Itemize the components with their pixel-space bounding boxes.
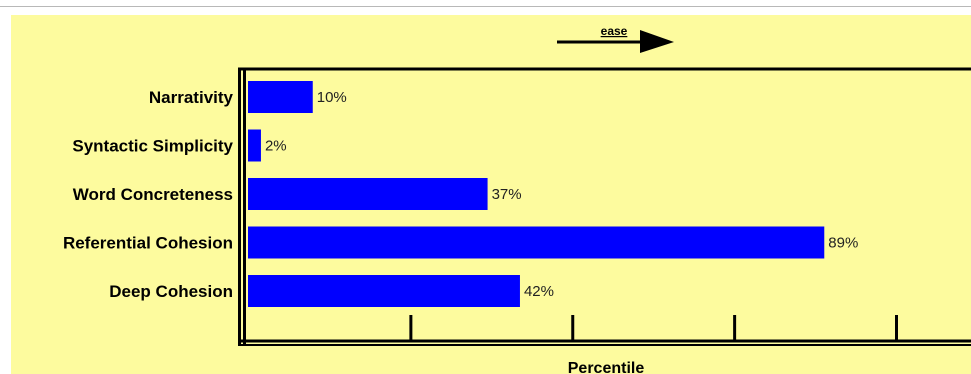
category-label-referential-cohesion: Referential Cohesion [63, 234, 233, 253]
bar-narrativity [248, 81, 313, 113]
value-label-syntactic-simplicity: 2% [265, 138, 287, 155]
category-label-narrativity: Narrativity [149, 88, 234, 107]
ease-arrow-icon [640, 30, 674, 53]
ease-label: ease [601, 24, 628, 38]
chart-panel [11, 15, 971, 374]
category-label-deep-cohesion: Deep Cohesion [109, 282, 233, 301]
category-label-syntactic-simplicity: Syntactic Simplicity [72, 137, 233, 156]
plot-frame [238, 67, 971, 346]
value-label-referential-cohesion: 89% [828, 235, 858, 252]
category-labels: Narrativity Syntactic Simplicity Word Conc… [63, 88, 234, 301]
value-label-deep-cohesion: 42% [524, 283, 554, 300]
bars [248, 81, 825, 307]
x-axis-title: Percentile [568, 360, 645, 374]
top-divider [0, 6, 971, 7]
value-label-narrativity: 10% [317, 89, 347, 106]
bar-syntactic-simplicity [248, 129, 261, 162]
value-label-word-concreteness: 37% [492, 186, 522, 203]
ease-annotation: ease [557, 24, 674, 53]
bar-deep-cohesion [248, 275, 520, 307]
value-labels: 10% 2% 37% 89% 42% [265, 89, 858, 300]
bar-word-concreteness [248, 178, 488, 210]
bar-referential-cohesion [248, 226, 825, 259]
category-label-word-concreteness: Word Concreteness [73, 185, 233, 204]
